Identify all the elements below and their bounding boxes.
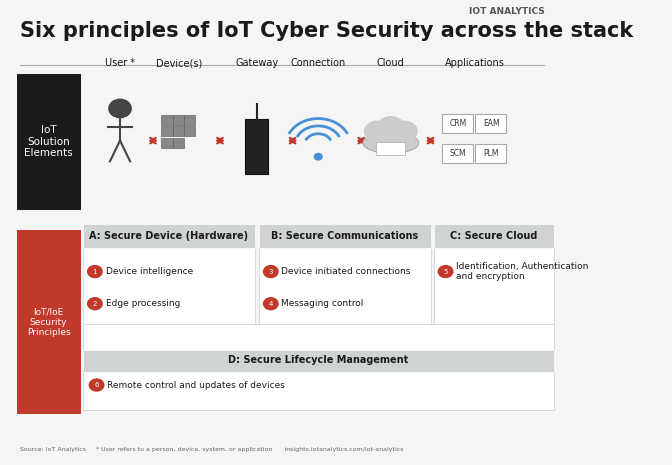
Text: 3: 3 [269, 269, 273, 274]
Circle shape [87, 298, 102, 310]
FancyBboxPatch shape [442, 114, 473, 133]
Text: 1: 1 [93, 269, 97, 274]
FancyBboxPatch shape [183, 126, 195, 136]
Text: A: Secure Device (Hardware): A: Secure Device (Hardware) [89, 231, 249, 241]
FancyBboxPatch shape [434, 246, 554, 346]
Text: C: Secure Cloud: C: Secure Cloud [450, 231, 538, 241]
Circle shape [87, 266, 102, 278]
Text: EAM: EAM [483, 119, 500, 128]
Text: B: Secure Communications: B: Secure Communications [271, 231, 419, 241]
Text: Remote control and updates of devices: Remote control and updates of devices [108, 380, 285, 390]
Text: Gateway: Gateway [235, 58, 278, 68]
FancyBboxPatch shape [442, 144, 473, 163]
Text: IOT ANALYTICS: IOT ANALYTICS [468, 7, 544, 16]
Text: 6: 6 [94, 382, 99, 388]
Circle shape [314, 153, 322, 160]
FancyBboxPatch shape [475, 114, 507, 133]
Circle shape [392, 121, 417, 141]
Text: Applications: Applications [445, 58, 505, 68]
FancyBboxPatch shape [83, 350, 554, 372]
FancyBboxPatch shape [173, 115, 183, 125]
FancyBboxPatch shape [245, 119, 268, 174]
FancyBboxPatch shape [183, 115, 195, 125]
Text: Device initiated connections: Device initiated connections [282, 267, 411, 276]
Text: 5: 5 [444, 269, 448, 274]
Text: IoT
Solution
Elements: IoT Solution Elements [24, 125, 73, 158]
FancyBboxPatch shape [161, 126, 173, 136]
Circle shape [263, 298, 278, 310]
FancyBboxPatch shape [173, 126, 183, 136]
Text: Device(s): Device(s) [155, 58, 202, 68]
FancyBboxPatch shape [83, 224, 255, 248]
FancyBboxPatch shape [161, 138, 173, 148]
Text: CRM: CRM [449, 119, 466, 128]
FancyBboxPatch shape [434, 224, 554, 248]
Text: Six principles of IoT Cyber Security across the stack: Six principles of IoT Cyber Security acr… [19, 21, 633, 41]
Text: 2: 2 [93, 301, 97, 307]
FancyBboxPatch shape [161, 115, 173, 125]
FancyBboxPatch shape [259, 246, 431, 346]
Circle shape [365, 121, 389, 141]
Text: Edge processing: Edge processing [106, 299, 180, 308]
Circle shape [438, 266, 453, 278]
FancyBboxPatch shape [17, 74, 81, 210]
FancyBboxPatch shape [259, 224, 431, 248]
FancyBboxPatch shape [17, 230, 81, 414]
FancyBboxPatch shape [376, 142, 405, 155]
Text: Source: IoT Analytics     * User refers to a person, device, system, or applicat: Source: IoT Analytics * User refers to a… [19, 447, 403, 452]
Text: Connection: Connection [290, 58, 346, 68]
Text: Identification, Authentication
and encryption: Identification, Authentication and encry… [456, 262, 589, 281]
Text: Device intelligence: Device intelligence [106, 267, 193, 276]
FancyBboxPatch shape [475, 144, 507, 163]
Text: PLM: PLM [484, 149, 499, 158]
Text: Cloud: Cloud [377, 58, 405, 68]
FancyBboxPatch shape [83, 246, 255, 346]
Text: 4: 4 [269, 301, 273, 307]
FancyBboxPatch shape [83, 325, 554, 410]
Text: User *: User * [105, 58, 135, 68]
Text: SCM: SCM [450, 149, 466, 158]
Circle shape [263, 266, 278, 278]
Circle shape [109, 99, 131, 118]
Ellipse shape [363, 133, 419, 153]
Circle shape [377, 117, 405, 140]
Circle shape [89, 379, 104, 391]
Text: Messaging control: Messaging control [282, 299, 364, 308]
Text: IoT/IoE
Security
Principles: IoT/IoE Security Principles [27, 307, 71, 337]
Text: D: Secure Lifecycle Management: D: Secure Lifecycle Management [228, 355, 409, 365]
FancyBboxPatch shape [173, 138, 183, 148]
